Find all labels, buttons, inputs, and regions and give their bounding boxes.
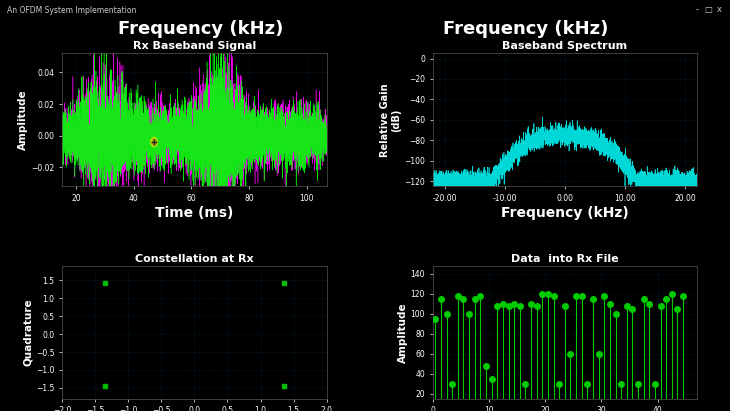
Text: An OFDM System Implementation: An OFDM System Implementation xyxy=(7,6,137,15)
X-axis label: Frequency (kHz): Frequency (kHz) xyxy=(501,206,629,219)
Ellipse shape xyxy=(151,137,158,147)
Title: Data  into Rx File: Data into Rx File xyxy=(511,254,618,264)
Point xyxy=(99,383,111,389)
Title: Rx Baseband Signal: Rx Baseband Signal xyxy=(133,41,256,51)
Text: Frequency (kHz): Frequency (kHz) xyxy=(118,20,283,38)
Y-axis label: Amplitude: Amplitude xyxy=(398,302,407,363)
Title: Baseband Spectrum: Baseband Spectrum xyxy=(502,41,627,51)
Point xyxy=(278,279,290,286)
Text: x: x xyxy=(717,5,721,14)
Title: Constellation at Rx: Constellation at Rx xyxy=(135,254,254,264)
Y-axis label: Amplitude: Amplitude xyxy=(18,90,28,150)
Y-axis label: Relative Gain
(dB): Relative Gain (dB) xyxy=(380,83,402,157)
X-axis label: Time (ms): Time (ms) xyxy=(155,206,234,219)
Text: □: □ xyxy=(704,5,712,14)
Point xyxy=(99,279,111,286)
Y-axis label: Quadrature: Quadrature xyxy=(23,298,33,366)
Point xyxy=(278,383,290,389)
Text: Frequency (kHz): Frequency (kHz) xyxy=(443,20,608,38)
Text: -: - xyxy=(696,5,699,14)
